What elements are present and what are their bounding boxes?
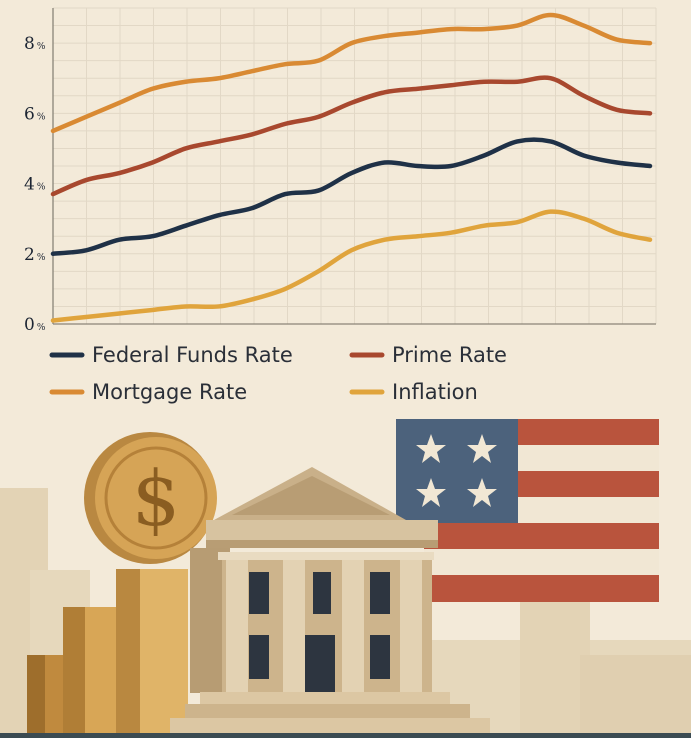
skyline-building: [520, 600, 590, 738]
gold-stacks: [27, 569, 188, 738]
series-lines: [50, 12, 653, 323]
dollar-coin-icon: $: [84, 432, 217, 564]
legend-label: Federal Funds Rate: [92, 343, 293, 367]
series-line-inflation: [50, 209, 653, 323]
bank-building-icon: [170, 467, 490, 738]
plot-area: 0 % 2 % 4 % 6 % 8%: [24, 7, 657, 335]
y-tick-label: 6%: [24, 104, 46, 124]
bottom-border: [0, 733, 691, 738]
y-tick-label: 8%: [24, 34, 46, 54]
star-icon: [416, 478, 446, 507]
skyline-building: [580, 655, 691, 738]
star-icon: [416, 434, 446, 463]
series-line-prime-rate: [50, 75, 653, 197]
star-icon: [467, 434, 497, 463]
legend-item-federal-funds-rate: Federal Funds Rate: [49, 343, 293, 367]
star-icon: [467, 478, 497, 507]
y-tick-label: 0%: [24, 315, 46, 335]
y-tick-label: 4%: [24, 175, 46, 195]
coin-symbol: $: [132, 454, 180, 543]
legend-label: Prime Rate: [392, 343, 507, 367]
legend-item-inflation: Inflation: [349, 380, 478, 404]
series-line-federal-funds-rate: [50, 137, 653, 257]
series-line-mortgage-rate: [50, 12, 653, 134]
legend-label: Inflation: [392, 380, 478, 404]
y-tick-labels: 0 % 2 % 4 % 6 % 8%: [24, 34, 46, 335]
legend-label: Mortgage Rate: [92, 380, 247, 404]
flag-canton: [396, 419, 518, 523]
legend-item-prime-rate: Prime Rate: [349, 343, 507, 367]
legend-item-mortgage-rate: Mortgage Rate: [49, 380, 247, 404]
star-icons: [416, 434, 497, 507]
legend: Federal Funds Rate Prime Rate Mortgage Rat…: [49, 343, 507, 404]
y-tick-label: 2%: [24, 245, 46, 265]
us-flag-illustration: [396, 419, 659, 602]
